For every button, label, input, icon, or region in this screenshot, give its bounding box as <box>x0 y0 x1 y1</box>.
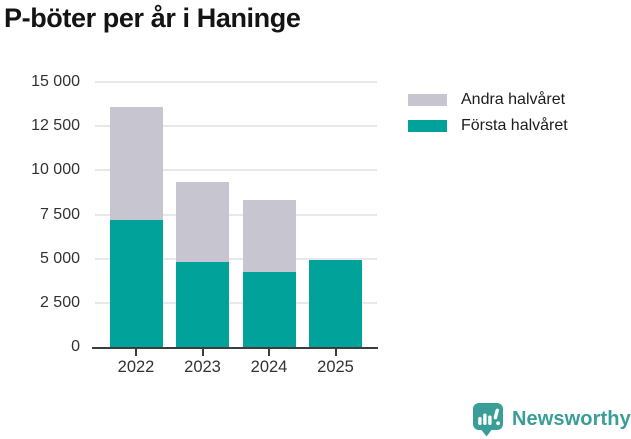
legend: Andra halvåret Första halvåret <box>408 90 568 145</box>
bar-segment-första-2022 <box>109 219 163 347</box>
bar-segment-andra-2022 <box>109 106 163 220</box>
chart-title: P-böter per år i Haninge <box>4 3 301 33</box>
bar-segment-första-2025 <box>309 259 362 347</box>
y-axis-tick-label: 7 500 <box>39 205 80 223</box>
branding: Newsworthy <box>472 402 631 437</box>
x-axis-tick <box>201 349 204 356</box>
legend-item: Första halvåret <box>408 116 568 134</box>
bar-segment-första-2024 <box>242 271 296 347</box>
x-axis-tick-label: 2025 <box>317 358 354 376</box>
legend-swatch-first_half <box>408 119 447 132</box>
y-axis-tick-label: 0 <box>71 338 80 355</box>
legend-item: Andra halvåret <box>408 90 568 108</box>
x-axis-tick-label: 2024 <box>250 358 288 376</box>
x-axis-tick <box>268 349 270 356</box>
y-axis-tick-label: 10 000 <box>31 161 80 179</box>
gridline <box>95 169 377 172</box>
bar-segment-andra-2023 <box>176 181 229 263</box>
gridline <box>95 125 377 128</box>
legend-label: Första halvåret <box>461 116 568 134</box>
legend-swatch-second_half <box>408 93 447 106</box>
gridline <box>95 81 377 83</box>
y-axis-tick-label: 2 500 <box>39 293 80 311</box>
y-axis-tick-label: 5 000 <box>39 249 80 267</box>
x-axis-tick-label: 2023 <box>184 358 221 376</box>
x-axis-tick <box>334 349 337 356</box>
gridline <box>95 257 377 260</box>
bar-segment-andra-2024 <box>242 200 296 272</box>
bar-segment-första-2023 <box>176 262 229 347</box>
gridline <box>95 301 377 304</box>
x-axis-line <box>92 346 378 349</box>
x-axis-tick-label: 2022 <box>117 358 155 376</box>
gridline <box>95 213 377 216</box>
x-axis-tick <box>135 349 137 356</box>
branding-name: Newsworthy <box>512 408 631 430</box>
y-axis-tick-label: 15 000 <box>31 73 80 90</box>
newsworthy-logo-icon <box>473 403 503 437</box>
legend-label: Andra halvåret <box>461 90 566 108</box>
y-axis-tick-label: 12 500 <box>31 117 80 135</box>
